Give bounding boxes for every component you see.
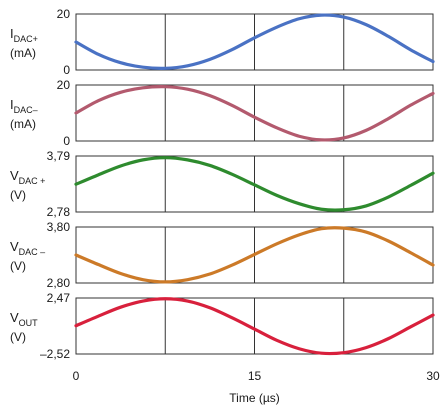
series-line-5 <box>74 297 435 356</box>
y-tick-label-top: 3,79 <box>47 149 71 163</box>
y-axis-label: IDAC– <box>10 97 38 115</box>
y-axis-label: VDAC – <box>10 239 45 257</box>
y-axis-label: VOUT <box>10 310 38 328</box>
panel-2: 20 0 IDAC– (mA) <box>10 78 435 148</box>
x-tick-label: 0 <box>73 369 80 383</box>
panel-4: 3,80 2,80 VDAC – (V) <box>10 220 435 290</box>
y-axis-label: VDAC + <box>10 168 45 186</box>
y-axis-unit: (V) <box>10 259 26 273</box>
y-tick-label-bottom: –2,52 <box>40 347 70 361</box>
y-tick-label-bottom: 0 <box>63 63 70 77</box>
y-tick-label-bottom: 0 <box>63 134 70 148</box>
series-line-3 <box>74 156 435 212</box>
y-axis-label: IDAC+ <box>10 26 38 44</box>
y-axis-unit: (V) <box>10 330 26 344</box>
y-tick-label-top: 20 <box>57 7 71 21</box>
panel-3: 3,79 2,78 VDAC + (V) <box>10 149 435 219</box>
y-tick-label-bottom: 2,78 <box>47 205 71 219</box>
y-tick-label-top: 3,80 <box>47 220 71 234</box>
series-line-4 <box>74 226 435 284</box>
series-line-2 <box>74 85 435 142</box>
y-tick-label-top: 2,47 <box>47 291 71 305</box>
x-axis-title: Time (µs) <box>229 391 279 405</box>
panel-1: 20 0 IDAC+ (mA) <box>10 7 435 77</box>
x-tick-label: 15 <box>248 369 262 383</box>
y-tick-label-top: 20 <box>57 78 71 92</box>
x-axis: 0 15 30 Time (µs) <box>73 369 440 405</box>
y-axis-unit: (mA) <box>10 46 36 60</box>
x-tick-label: 30 <box>426 369 440 383</box>
panel-5: 2,47 –2,52 VOUT (V) <box>10 291 435 361</box>
y-axis-unit: (V) <box>10 188 26 202</box>
y-tick-label-bottom: 2,80 <box>47 276 71 290</box>
series-line-1 <box>74 13 435 70</box>
y-axis-unit: (mA) <box>10 117 36 131</box>
